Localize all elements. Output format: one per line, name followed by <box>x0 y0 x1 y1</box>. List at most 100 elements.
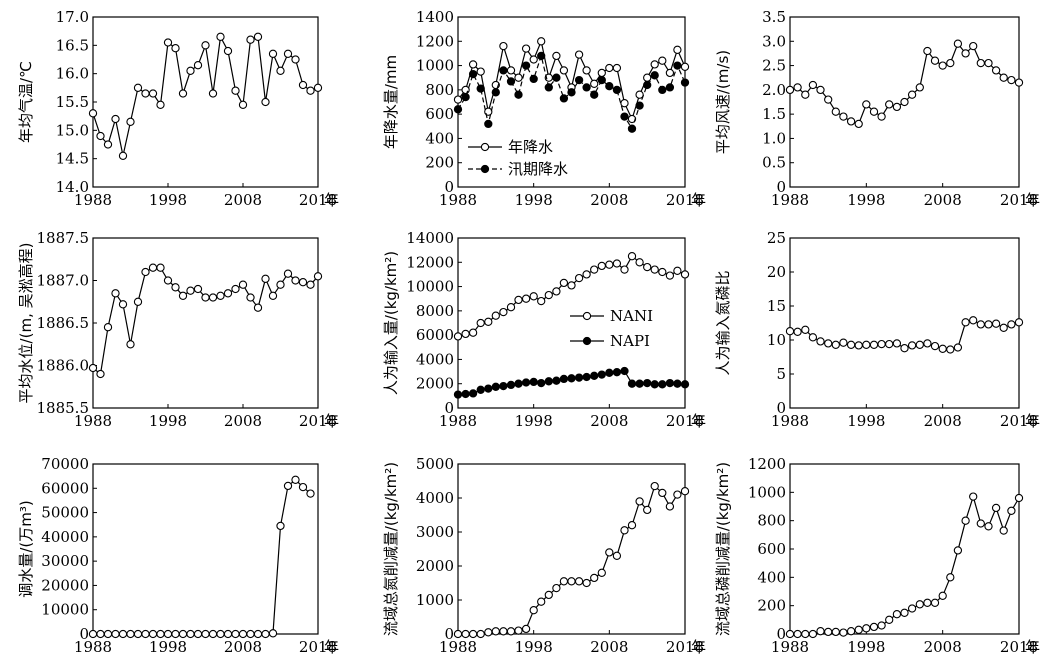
x-tick-label: 1998 <box>515 638 553 656</box>
data-point <box>643 378 652 388</box>
y-axis-label: 年降水量/mm <box>382 55 400 149</box>
data-point <box>171 283 180 292</box>
data-point <box>643 73 652 82</box>
data-point <box>999 526 1008 535</box>
x-tick-label: 1998 <box>149 412 187 430</box>
data-point <box>650 481 659 491</box>
data-point <box>268 49 278 58</box>
data-point <box>514 295 523 305</box>
y-tick-label: 200 <box>425 154 454 172</box>
data-point <box>930 341 940 351</box>
data-point <box>521 624 531 634</box>
panel-5: 0 2000 4000 6000 8000 10000 12000 14000 1988 1998… <box>382 229 706 430</box>
y-tick-label: 1887.5 <box>37 229 90 247</box>
y-tick-label: 20000 <box>41 576 89 594</box>
data-point <box>261 629 270 639</box>
data-point <box>484 628 493 637</box>
data-point <box>938 61 947 70</box>
data-point <box>276 521 285 531</box>
x-tick-label: 2008 <box>590 191 628 209</box>
y-tick-label: 0 <box>444 625 454 643</box>
data-point <box>915 600 924 609</box>
data-point <box>521 294 531 303</box>
data-point <box>476 67 485 76</box>
data-point <box>824 95 833 104</box>
y-tick-label: 14000 <box>406 229 454 247</box>
x-tick-label: 2018 <box>299 638 337 656</box>
data-point <box>133 83 143 92</box>
data-point <box>984 320 993 329</box>
data-point <box>574 373 584 382</box>
y-tick-label: 5000 <box>416 455 454 473</box>
data-point <box>544 290 553 300</box>
data-point <box>816 337 825 346</box>
data-point <box>537 597 546 606</box>
x-unit-label: 年 <box>691 412 706 430</box>
data-point <box>824 339 833 348</box>
y-tick-label: 2000 <box>416 375 454 393</box>
y-tick-label: 20 <box>767 263 786 281</box>
x-tick-label: 1988 <box>439 191 477 209</box>
data-point <box>88 109 98 118</box>
y-tick-label: 40000 <box>41 528 89 546</box>
series-line-1 <box>789 42 1020 125</box>
data-point <box>808 80 818 90</box>
y-tick-label: 10 <box>767 331 786 349</box>
x-tick-label: 1998 <box>847 638 885 656</box>
y-tick-label: 14.0 <box>56 178 89 196</box>
data-point <box>491 311 500 320</box>
data-point <box>673 379 682 388</box>
data-point <box>514 379 523 388</box>
y-axis-label: 人为输入氮磷比 <box>714 270 732 375</box>
y-tick-label: 1000 <box>748 483 786 501</box>
data-point <box>605 260 614 269</box>
data-point <box>521 378 531 387</box>
data-point <box>627 379 637 388</box>
data-point <box>567 577 576 586</box>
x-unit-label: 年 <box>1025 412 1040 430</box>
data-point <box>877 112 886 121</box>
data-point <box>650 380 659 389</box>
data-point <box>658 56 667 65</box>
data-point <box>491 627 500 636</box>
data-point <box>930 56 940 65</box>
data-point <box>846 627 856 636</box>
data-point <box>627 124 637 133</box>
data-point <box>88 629 98 639</box>
data-point <box>680 78 690 87</box>
data-point <box>96 629 105 639</box>
y-tick-label: 15.0 <box>56 121 89 139</box>
x-tick-label: 2008 <box>224 191 262 209</box>
data-point <box>208 89 218 98</box>
x-unit-label: 年 <box>324 638 339 656</box>
y-axis-label: 人为输入量/(kg/km²) <box>382 251 400 395</box>
x-tick-label: 1988 <box>74 638 112 656</box>
data-point <box>907 604 917 613</box>
data-point <box>261 274 270 283</box>
data-point <box>567 374 576 383</box>
data-point <box>476 84 485 93</box>
y-axis-label: 年均气温/℃ <box>17 61 35 143</box>
data-point <box>953 39 963 48</box>
y-tick-label: 17.0 <box>56 8 89 26</box>
data-point <box>491 382 500 391</box>
x-tick-label: 1988 <box>771 638 809 656</box>
data-point <box>171 44 180 53</box>
data-point <box>673 61 682 70</box>
data-point <box>514 73 523 82</box>
data-point <box>582 372 591 382</box>
data-point <box>306 86 315 95</box>
x-tick-label: 2018 <box>299 412 337 430</box>
data-point <box>216 291 225 300</box>
data-point <box>231 629 240 639</box>
data-point <box>999 323 1008 332</box>
data-point <box>148 629 158 639</box>
data-point <box>283 49 293 58</box>
data-point <box>907 341 917 350</box>
data-point <box>216 32 225 41</box>
data-point <box>605 368 614 377</box>
data-point <box>582 83 591 92</box>
x-tick-label: 2018 <box>1000 412 1038 430</box>
data-point <box>253 32 263 41</box>
data-point <box>291 276 300 285</box>
